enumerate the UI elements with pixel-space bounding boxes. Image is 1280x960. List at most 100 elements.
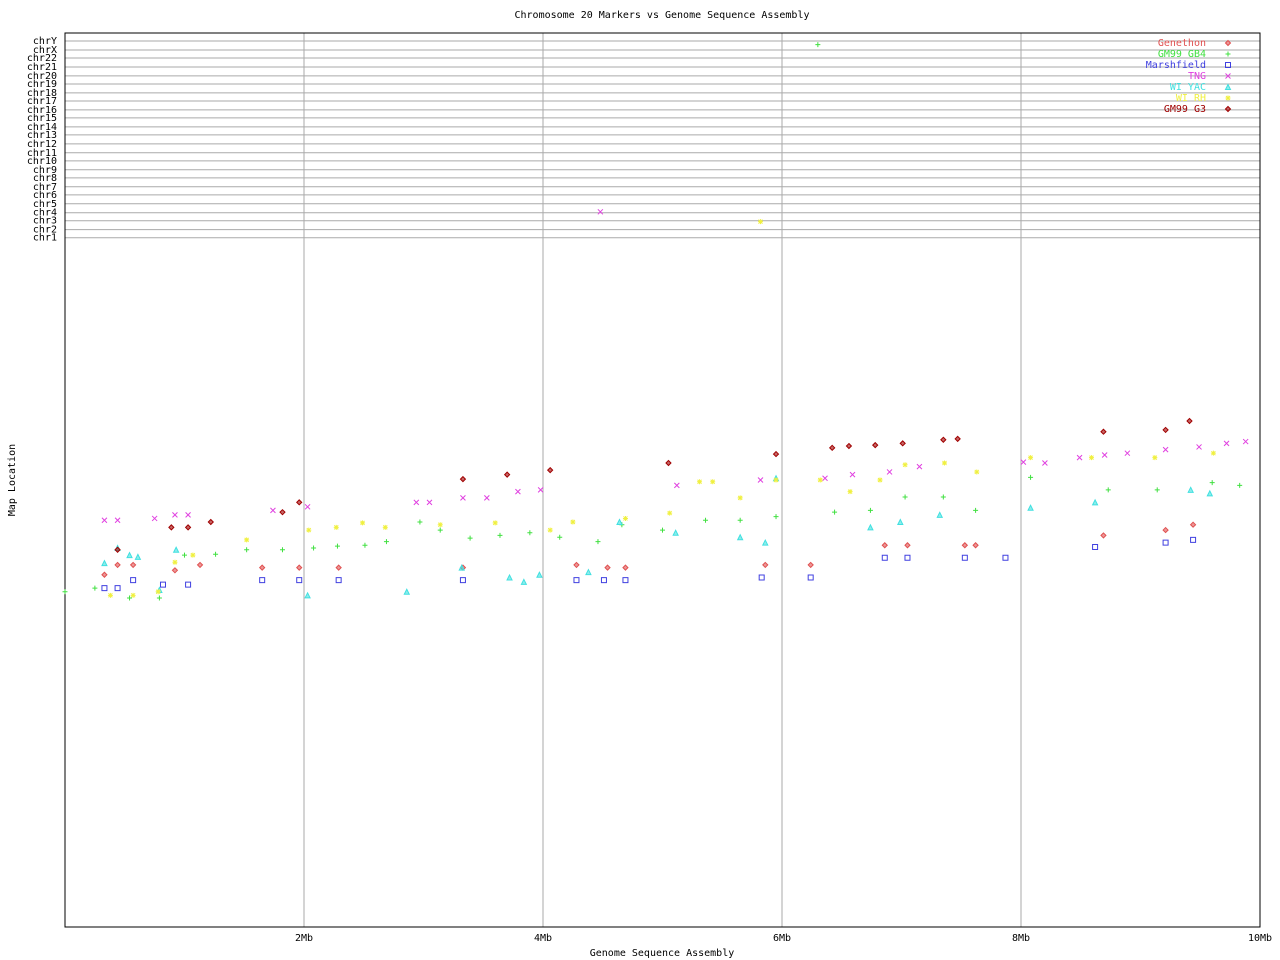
scatter-point [1101, 452, 1108, 458]
scatter-point [1028, 474, 1034, 480]
scatter-point [383, 539, 389, 545]
scatter-point [758, 574, 765, 581]
scatter-point [172, 559, 178, 565]
scatter-point [182, 552, 187, 558]
scatter-point [492, 520, 498, 526]
scatter-point [595, 539, 601, 545]
scatter-point [296, 577, 303, 584]
scatter-point [1091, 498, 1099, 506]
scatter-point [916, 463, 923, 470]
scatter-point [600, 577, 607, 584]
scatter-point [1076, 454, 1083, 461]
scatter-point [333, 524, 339, 530]
scatter-point [1187, 486, 1194, 493]
y-tick-label: chr10 [27, 156, 57, 167]
scatter-point [279, 508, 286, 516]
scatter-point [822, 475, 828, 482]
scatter-point [130, 592, 136, 598]
legend-label: Genethon [1158, 38, 1206, 49]
scatter-point [936, 511, 944, 518]
scatter-point [1100, 428, 1107, 435]
scatter-point [849, 471, 856, 478]
scatter-point [877, 477, 883, 483]
scatter-point [772, 450, 780, 458]
legend-marker [1224, 105, 1232, 113]
scatter-point [184, 524, 192, 531]
scatter-point [904, 542, 911, 549]
scatter-point [520, 578, 528, 585]
scatter-point [460, 495, 466, 501]
y-tick-label: chrY [33, 36, 57, 47]
scatter-point [761, 538, 769, 546]
y-tick-label: chr21 [27, 62, 57, 73]
scatter-point [437, 522, 443, 528]
x-axis-label: Genome Sequence Assembly [590, 948, 735, 959]
scatter-point [1092, 544, 1099, 551]
scatter-point [127, 595, 133, 601]
scatter-point [92, 585, 98, 591]
scatter-point [458, 563, 466, 571]
y-tick-label: chr5 [33, 199, 57, 210]
scatter-point [904, 554, 911, 561]
scatter-point [483, 495, 490, 501]
legend-marker [1225, 73, 1231, 79]
scatter-point [270, 507, 276, 514]
scatter-point [114, 546, 121, 553]
scatter-point [1154, 487, 1160, 493]
scatter-point [503, 471, 511, 478]
legend-label: GM99 GB4 [1158, 49, 1206, 60]
scatter-point [362, 542, 368, 548]
scatter-point [413, 499, 420, 506]
scatter-point [244, 537, 250, 543]
scatter-point [196, 561, 204, 569]
scatter-point [881, 554, 888, 561]
y-tick-label: chr12 [27, 139, 57, 150]
y-axis-label: Map Location [7, 444, 18, 516]
scatter-point [151, 515, 158, 522]
scatter-point [1242, 438, 1249, 445]
scatter-point [101, 559, 108, 567]
scatter-point [1206, 489, 1214, 497]
scatter-point [546, 466, 554, 474]
scatter-point [872, 441, 879, 449]
scatter-point [710, 479, 716, 485]
x-tick-label: 10Mb [1248, 933, 1272, 944]
scatter-point [1105, 487, 1111, 493]
scatter-point [1223, 440, 1230, 447]
scatter-point [557, 534, 563, 540]
scatter-point [616, 518, 623, 526]
scatter-point [940, 436, 947, 443]
scatter-point [660, 527, 665, 533]
y-tick-label: chr2 [33, 225, 57, 236]
scatter-point [807, 561, 814, 569]
scatter-point [1237, 482, 1243, 488]
scatter-point [817, 477, 823, 483]
scatter-point [1124, 450, 1131, 457]
scatter-point [129, 561, 137, 569]
scatter-point [207, 518, 214, 526]
scatter-point [1196, 444, 1202, 450]
scatter-point [130, 577, 137, 584]
y-tick-label: chr20 [27, 71, 57, 82]
scatter-point [1042, 460, 1048, 466]
scatter-point [867, 507, 873, 513]
scatter-point [845, 442, 853, 450]
y-tick-label: chr22 [27, 53, 57, 64]
y-tick-label: chr1 [33, 233, 57, 244]
scatter-point [703, 517, 709, 523]
y-tick-label: chr17 [27, 96, 57, 107]
scatter-point [296, 499, 303, 506]
scatter-point [673, 482, 680, 489]
scatter-point [1209, 480, 1215, 486]
legend-label: WI YAC [1170, 82, 1206, 93]
scatter-point [537, 486, 544, 493]
x-tick-label: 4Mb [534, 933, 552, 944]
y-tick-label: chr19 [27, 79, 57, 90]
x-tick-label: 2Mb [295, 933, 313, 944]
scatter-point [667, 510, 673, 516]
scatter-point [902, 462, 908, 468]
scatter-point [114, 561, 121, 569]
scatter-point [697, 479, 703, 485]
